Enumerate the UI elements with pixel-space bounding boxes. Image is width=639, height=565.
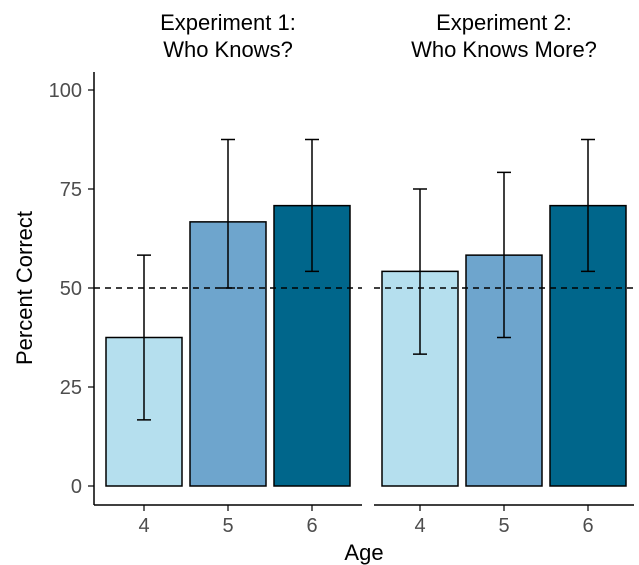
x-tick-label: 6 [582, 515, 593, 537]
y-axis: 0 25 50 75 100 [49, 72, 95, 505]
x-tick-label: 5 [222, 515, 233, 537]
panel-title-line: Who Knows More? [411, 37, 597, 62]
y-tick-label: 25 [60, 377, 82, 399]
y-tick-label: 50 [60, 278, 82, 300]
x-tick-label: 4 [414, 515, 425, 537]
panel-title-line: Who Knows? [163, 37, 293, 62]
panel-title-line: Experiment 2: [436, 10, 572, 35]
y-tick-label: 100 [49, 80, 82, 102]
x-tick-label: 6 [306, 515, 317, 537]
y-tick-label: 75 [60, 179, 82, 201]
x-axis-title: Age [344, 540, 383, 565]
y-tick-label: 0 [71, 476, 82, 498]
x-tick-label: 5 [498, 515, 509, 537]
x-tick-label: 4 [138, 515, 149, 537]
panel-title-line: Experiment 1: [160, 10, 296, 35]
y-axis-title: Percent Correct [12, 211, 37, 365]
panel-2: Experiment 2:Who Knows More? 4 5 6 [374, 10, 634, 537]
panel-1: Experiment 1:Who Knows? 4 5 6 [94, 10, 362, 537]
